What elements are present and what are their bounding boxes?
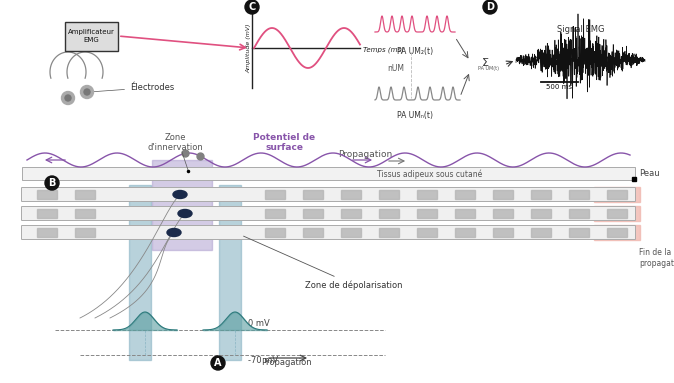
Bar xyxy=(129,185,151,360)
Bar xyxy=(75,209,95,218)
Bar xyxy=(37,209,57,218)
Bar xyxy=(265,228,285,237)
Text: PA UM(t): PA UM(t) xyxy=(477,66,499,71)
Text: A: A xyxy=(214,358,222,368)
Bar xyxy=(417,209,437,218)
Text: Tissus adipeux sous cutané: Tissus adipeux sous cutané xyxy=(377,170,483,179)
Text: $\Sigma$: $\Sigma$ xyxy=(481,56,489,68)
FancyBboxPatch shape xyxy=(22,188,636,201)
Text: Électrodes: Électrodes xyxy=(92,83,175,92)
Text: -70 mV: -70 mV xyxy=(248,356,278,365)
Text: Fin de la
propagation: Fin de la propagation xyxy=(639,248,674,268)
Text: 0 mV: 0 mV xyxy=(248,319,270,328)
Circle shape xyxy=(245,0,259,14)
Text: nUM: nUM xyxy=(387,64,404,73)
Text: Peau: Peau xyxy=(639,169,660,178)
Text: Zone de dépolarisation: Zone de dépolarisation xyxy=(243,236,402,290)
Bar xyxy=(607,228,627,237)
Circle shape xyxy=(84,89,90,95)
Bar xyxy=(417,228,437,237)
Bar xyxy=(493,190,513,199)
Bar xyxy=(531,190,551,199)
Text: Amplitude (mV): Amplitude (mV) xyxy=(247,23,251,73)
Bar xyxy=(594,206,640,221)
Bar xyxy=(219,185,241,360)
Bar xyxy=(493,209,513,218)
Bar xyxy=(22,167,635,180)
Bar xyxy=(594,187,640,202)
Ellipse shape xyxy=(178,210,192,218)
Text: Propagation: Propagation xyxy=(338,150,392,159)
Text: PA UMₙ(t): PA UMₙ(t) xyxy=(397,111,433,120)
Bar xyxy=(379,209,399,218)
Bar xyxy=(455,228,475,237)
Bar xyxy=(379,228,399,237)
Bar xyxy=(493,228,513,237)
Text: 500 ms: 500 ms xyxy=(547,84,572,90)
Bar xyxy=(341,190,361,199)
Bar xyxy=(531,228,551,237)
Bar xyxy=(303,190,323,199)
Text: Temps (ms): Temps (ms) xyxy=(363,47,404,53)
Bar xyxy=(75,190,95,199)
Ellipse shape xyxy=(167,229,181,236)
Bar xyxy=(303,209,323,218)
Bar xyxy=(607,209,627,218)
Bar xyxy=(75,228,95,237)
Bar xyxy=(37,228,57,237)
Text: Propagation: Propagation xyxy=(261,358,311,367)
Bar xyxy=(37,190,57,199)
Bar xyxy=(417,190,437,199)
Circle shape xyxy=(483,0,497,14)
Circle shape xyxy=(61,92,75,105)
Ellipse shape xyxy=(173,190,187,198)
Text: C: C xyxy=(249,2,255,12)
Text: Signal EMG: Signal EMG xyxy=(557,25,605,34)
Bar xyxy=(455,190,475,199)
FancyBboxPatch shape xyxy=(22,226,636,239)
Circle shape xyxy=(470,48,504,82)
Circle shape xyxy=(211,356,225,370)
Bar xyxy=(379,190,399,199)
Bar xyxy=(569,228,589,237)
Bar xyxy=(607,190,627,199)
Circle shape xyxy=(65,95,71,101)
Text: B: B xyxy=(49,178,56,188)
Bar xyxy=(569,190,589,199)
FancyBboxPatch shape xyxy=(65,21,117,51)
Bar xyxy=(152,160,212,250)
Bar xyxy=(455,209,475,218)
Bar xyxy=(265,209,285,218)
Text: D: D xyxy=(486,2,494,12)
Bar xyxy=(531,209,551,218)
Text: Potentiel de
surface: Potentiel de surface xyxy=(253,133,315,152)
Bar xyxy=(341,209,361,218)
FancyBboxPatch shape xyxy=(22,206,636,221)
Circle shape xyxy=(80,85,94,98)
Bar xyxy=(303,228,323,237)
Text: Amplificateur
EMG: Amplificateur EMG xyxy=(67,29,115,43)
Bar xyxy=(265,190,285,199)
Bar xyxy=(594,225,640,240)
Bar xyxy=(569,209,589,218)
Circle shape xyxy=(45,176,59,190)
Text: PA UM₂(t): PA UM₂(t) xyxy=(397,47,433,56)
Text: Zone
d'innervation: Zone d'innervation xyxy=(147,133,203,152)
Bar xyxy=(341,228,361,237)
